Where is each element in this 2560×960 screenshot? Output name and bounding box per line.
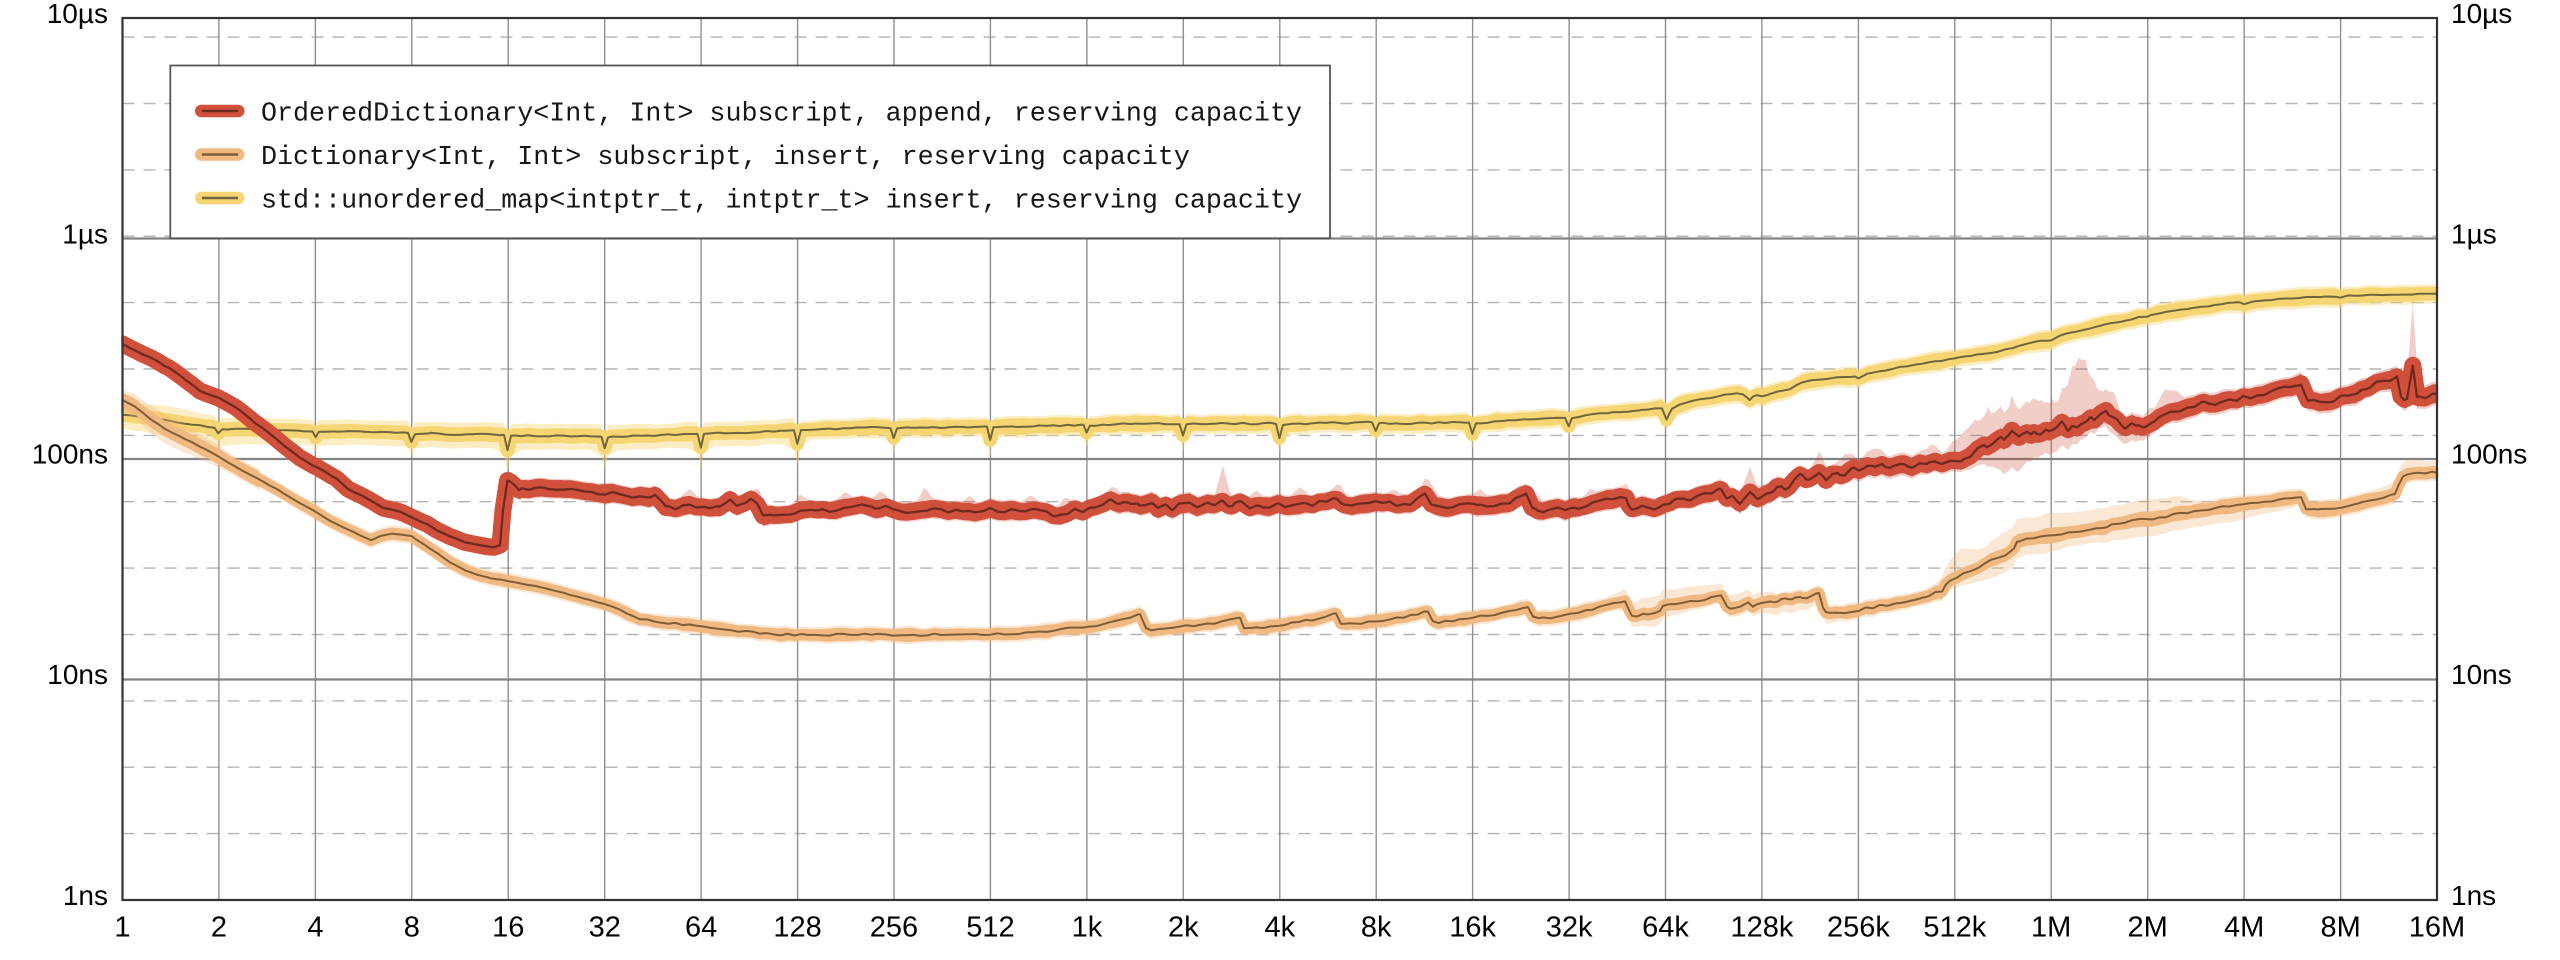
- svg-text:100ns: 100ns: [32, 439, 108, 470]
- svg-text:OrderedDictionary<Int, Int> su: OrderedDictionary<Int, Int> subscript, a…: [261, 100, 1302, 130]
- svg-text:2k: 2k: [1168, 912, 1199, 944]
- svg-text:512: 512: [966, 912, 1014, 944]
- svg-text:std::unordered_map<intptr_t, i: std::unordered_map<intptr_t, intptr_t> i…: [261, 187, 1302, 217]
- svg-text:1: 1: [114, 912, 130, 944]
- svg-text:Dictionary<Int, Int> subscript: Dictionary<Int, Int> subscript, insert, …: [261, 143, 1190, 173]
- svg-text:32k: 32k: [1546, 912, 1593, 944]
- svg-text:10µs: 10µs: [47, 0, 108, 29]
- svg-text:1µs: 1µs: [2451, 219, 2497, 250]
- svg-text:1k: 1k: [1072, 912, 1103, 944]
- svg-text:16: 16: [492, 912, 524, 944]
- svg-text:100ns: 100ns: [2451, 439, 2527, 470]
- svg-text:10ns: 10ns: [2451, 659, 2512, 690]
- svg-text:1ns: 1ns: [63, 880, 108, 911]
- svg-text:4: 4: [307, 912, 323, 944]
- svg-text:10ns: 10ns: [47, 659, 108, 690]
- svg-text:32: 32: [589, 912, 621, 944]
- svg-text:128: 128: [773, 912, 821, 944]
- svg-text:8: 8: [404, 912, 420, 944]
- svg-text:2M: 2M: [2128, 912, 2168, 944]
- svg-text:2: 2: [211, 912, 227, 944]
- svg-text:4k: 4k: [1264, 912, 1295, 944]
- svg-text:256: 256: [870, 912, 918, 944]
- svg-text:8M: 8M: [2320, 912, 2360, 944]
- svg-text:512k: 512k: [1923, 912, 1986, 944]
- svg-text:128k: 128k: [1730, 912, 1793, 944]
- svg-text:10µs: 10µs: [2451, 0, 2512, 29]
- svg-text:64: 64: [685, 912, 717, 944]
- svg-text:1M: 1M: [2031, 912, 2071, 944]
- svg-text:1µs: 1µs: [62, 219, 108, 250]
- svg-text:8k: 8k: [1361, 912, 1392, 944]
- svg-text:256k: 256k: [1827, 912, 1890, 944]
- svg-text:1ns: 1ns: [2451, 880, 2496, 911]
- svg-text:16M: 16M: [2409, 912, 2465, 944]
- svg-text:16k: 16k: [1449, 912, 1496, 944]
- svg-text:4M: 4M: [2224, 912, 2264, 944]
- svg-text:64k: 64k: [1642, 912, 1689, 944]
